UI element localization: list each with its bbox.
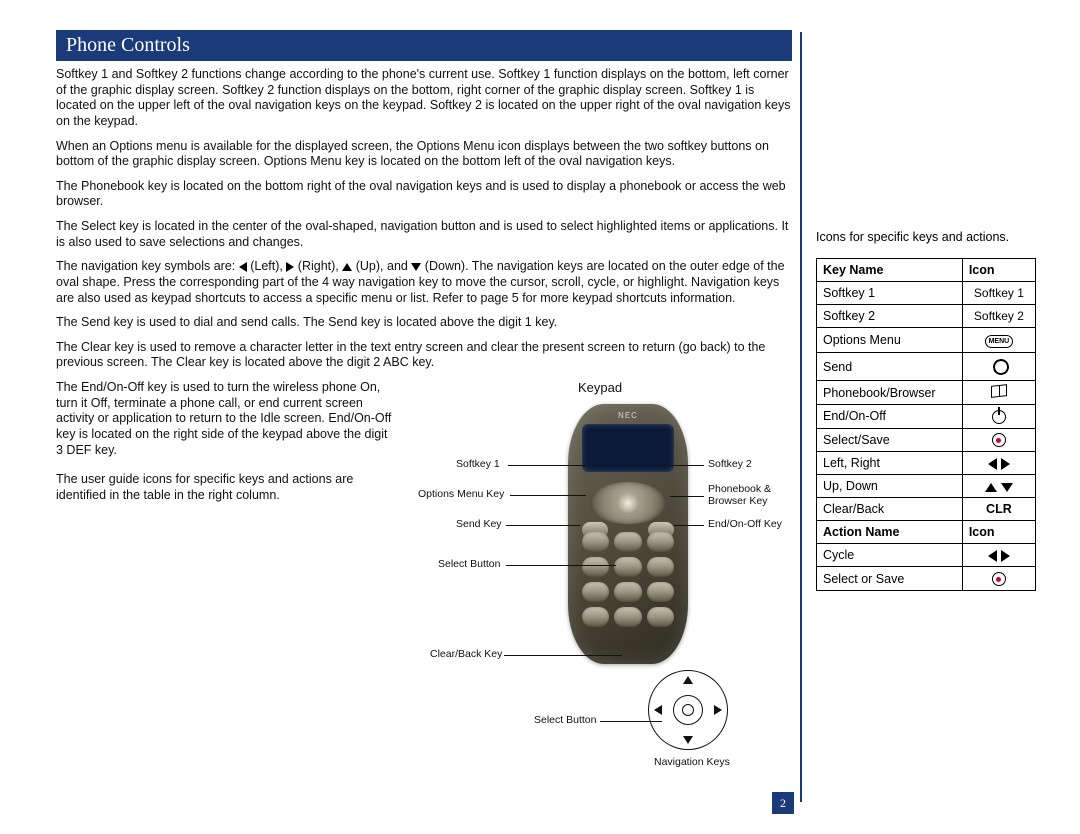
table-row: Options MenuMENU [817, 328, 1036, 353]
table-row: End/On-Off [817, 405, 1036, 429]
th-action-name: Action Name [817, 521, 963, 544]
table-row: Select or Save [817, 567, 1036, 591]
th-key-name: Key Name [817, 259, 963, 282]
left-column: Softkey 1 and Softkey 2 functions change… [56, 67, 792, 780]
paragraph-clear: The Clear key is used to remove a charac… [56, 340, 792, 371]
nav-keys-diagram [648, 670, 728, 750]
paragraph-navigation: The navigation key symbols are: (Left), … [56, 259, 792, 306]
callout-options: Options Menu Key [418, 488, 504, 501]
paragraph-icons-note: The user guide icons for specific keys a… [56, 472, 396, 503]
paragraph-softkeys: Softkey 1 and Softkey 2 functions change… [56, 67, 792, 130]
key-icons-table: Key Name Icon Softkey 1Softkey 1Softkey … [816, 258, 1036, 591]
callout-phonebook: Phonebook &Browser Key [708, 484, 771, 508]
table-row: Clear/BackCLR [817, 498, 1036, 521]
page-number: 2 [772, 792, 794, 814]
callout-softkey1: Softkey 1 [456, 458, 500, 471]
keypad-grid [582, 532, 674, 627]
table-row: Phonebook/Browser [817, 381, 1036, 405]
th-action-icon: Icon [962, 521, 1035, 544]
callout-end: End/On-Off Key [708, 518, 782, 531]
table-row: Send [817, 353, 1036, 381]
paragraph-send: The Send key is used to dial and send ca… [56, 315, 792, 331]
paragraph-end: The End/On-Off key is used to turn the w… [56, 380, 396, 458]
table-row: Cycle [817, 544, 1036, 567]
keypad-figure: Keypad NEC Softkey 1 Options Menu Key Se… [408, 380, 792, 780]
table-row: Softkey 1Softkey 1 [817, 282, 1036, 305]
table-row: Up, Down [817, 475, 1036, 498]
callout-send: Send Key [456, 518, 502, 531]
phone-screen [582, 424, 674, 472]
callout-clear: Clear/Back Key [430, 648, 502, 661]
paragraph-options: When an Options menu is available for th… [56, 139, 792, 170]
callout-select: Select Button [438, 558, 500, 571]
page-divider [800, 32, 802, 802]
nav-ellipse [590, 482, 666, 524]
right-column: Icons for specific keys and actions. Key… [816, 230, 1036, 591]
paragraph-select: The Select key is located in the center … [56, 219, 792, 250]
phone-illustration: NEC [568, 404, 688, 664]
keypad-title: Keypad [408, 380, 792, 396]
table-row: Select/Save [817, 428, 1036, 452]
table-row: Softkey 2Softkey 2 [817, 305, 1036, 328]
paragraph-phonebook: The Phonebook key is located on the bott… [56, 179, 792, 210]
th-icon: Icon [962, 259, 1035, 282]
phone-brand: NEC [568, 411, 688, 421]
callout-nav: Navigation Keys [654, 756, 730, 769]
callout-select2: Select Button [534, 714, 596, 727]
callout-softkey2: Softkey 2 [708, 458, 752, 471]
table-row: Left, Right [817, 452, 1036, 475]
icons-intro: Icons for specific keys and actions. [816, 230, 1036, 244]
section-title: Phone Controls [56, 30, 792, 61]
